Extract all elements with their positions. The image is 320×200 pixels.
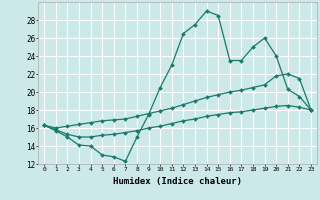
X-axis label: Humidex (Indice chaleur): Humidex (Indice chaleur) xyxy=(113,177,242,186)
